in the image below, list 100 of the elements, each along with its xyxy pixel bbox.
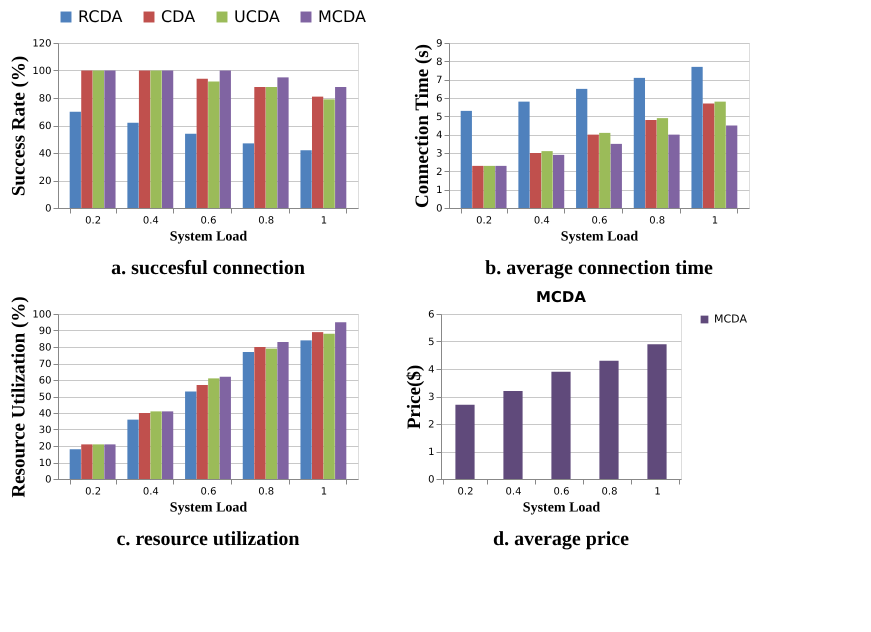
bar (150, 411, 162, 479)
bar (656, 118, 668, 208)
y-tick-label: 4 (428, 364, 434, 376)
bar (312, 96, 324, 208)
x-tick-label: 0.2 (85, 486, 102, 498)
bar (185, 134, 196, 208)
bar (645, 120, 657, 208)
bar (104, 70, 116, 208)
y-tick-label: 80 (38, 342, 52, 354)
y-tick-label: 5 (428, 337, 434, 348)
x-tick-label: 0.2 (476, 216, 492, 226)
bar (576, 88, 588, 208)
bar (668, 134, 680, 208)
bar (610, 144, 622, 208)
y-tick-label: 0 (428, 474, 434, 486)
y-tick-label: 1 (428, 447, 434, 458)
x-axis-title: System Load (560, 230, 638, 244)
bar (714, 102, 726, 208)
bar (702, 104, 714, 208)
y-tick-label: 3 (428, 392, 434, 403)
legend-label: RCDA (78, 7, 123, 26)
text: a. succesful connection (111, 257, 305, 279)
bar (220, 376, 231, 479)
bar (150, 70, 162, 208)
bar (300, 340, 312, 479)
bar (495, 166, 507, 208)
bar (127, 420, 139, 479)
bar (552, 154, 564, 208)
bar (196, 384, 208, 479)
bar (541, 151, 553, 208)
x-axis-title: System Load (170, 230, 248, 244)
x-tick-label: 0.4 (506, 486, 522, 498)
x-tick-label: 0.6 (200, 216, 216, 226)
bar (104, 444, 116, 479)
x-tick-label: 1 (320, 486, 328, 498)
x-tick-label: 0.8 (649, 216, 666, 226)
bar (300, 150, 312, 208)
y-tick-label: 40 (38, 148, 52, 160)
y-tick-label: 2 (436, 166, 442, 178)
x-tick-label: 0.2 (85, 216, 102, 226)
y-tick-label: 70 (38, 359, 52, 370)
y-tick-label: 6 (436, 94, 442, 104)
bar (634, 78, 646, 208)
bar (162, 411, 174, 479)
x-tick-label: 0.2 (458, 486, 474, 498)
bar (92, 70, 104, 208)
y-tick-label: 4 (436, 130, 442, 142)
bar (324, 334, 335, 479)
bar (599, 360, 619, 479)
bar (208, 378, 220, 479)
legend-label: MCDA (714, 312, 748, 326)
y-tick-label: 50 (38, 392, 52, 403)
x-tick-label: 0.4 (142, 216, 159, 226)
x-axis-title: System Load (170, 500, 248, 516)
bar (277, 77, 289, 208)
y-tick-label: 20 (38, 176, 52, 187)
y-tick-label: 9 (436, 38, 442, 50)
bar (691, 66, 703, 208)
bar (472, 166, 484, 208)
x-tick-label: 0.8 (258, 486, 274, 498)
bar (196, 78, 208, 208)
bar (70, 449, 81, 479)
bar (254, 347, 266, 479)
bar (138, 70, 150, 208)
legend-label: CDA (161, 7, 196, 26)
y-tick-label: 60 (38, 121, 52, 132)
x-tick-label: 0.6 (200, 486, 216, 498)
bar (185, 392, 196, 479)
y-tick-label: 40 (38, 408, 52, 420)
bar (599, 132, 610, 208)
chart-title: MCDA (536, 288, 586, 306)
bar (335, 87, 346, 208)
bar (551, 372, 571, 479)
y-axis-title: Success Rate (%) (8, 56, 30, 196)
bar (324, 99, 335, 208)
bar (208, 82, 220, 208)
x-tick-label: 1 (320, 216, 328, 226)
x-tick-label: 0.8 (602, 486, 618, 498)
y-tick-label: 3 (436, 148, 442, 160)
legend-label: UCDA (234, 7, 280, 26)
bar (503, 391, 523, 479)
bar (277, 342, 289, 479)
bar (127, 122, 139, 208)
y-tick-label: 8 (436, 56, 442, 68)
y-tick-label: 1 (436, 185, 442, 196)
y-tick-label: 120 (32, 38, 52, 50)
x-tick-label: 0.6 (592, 216, 608, 226)
y-tick-label: 90 (38, 326, 52, 337)
y-tick-label: 60 (38, 376, 52, 386)
bar (220, 70, 231, 208)
y-tick-label: 5 (436, 112, 442, 123)
bar (588, 134, 599, 208)
bar (266, 87, 278, 208)
bar (647, 344, 667, 479)
x-tick-label: 0.8 (258, 216, 274, 226)
y-tick-label: 100 (32, 310, 52, 320)
y-tick-label: 0 (45, 474, 52, 486)
bar (530, 153, 542, 208)
y-tick-label: 0 (45, 204, 52, 214)
y-tick-label: 6 (428, 310, 434, 320)
